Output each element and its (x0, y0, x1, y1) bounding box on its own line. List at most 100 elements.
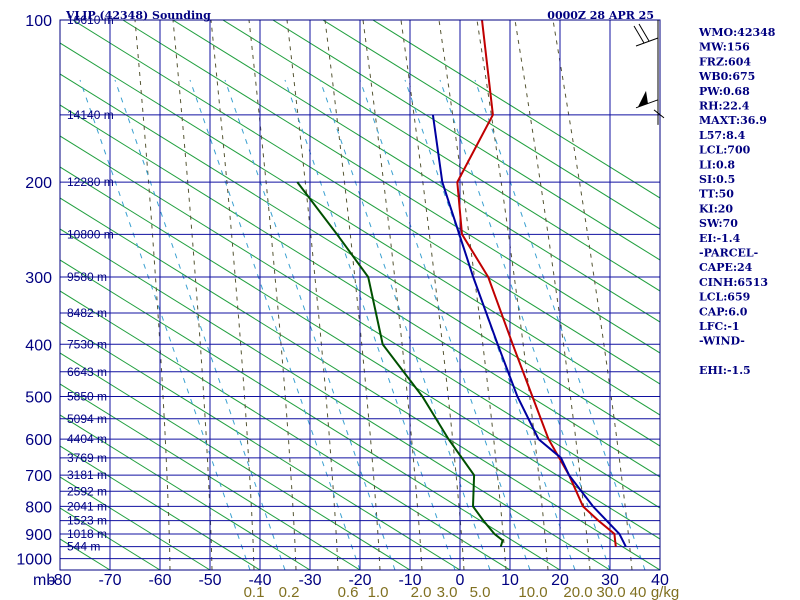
pressure-tick-label: 100 (25, 13, 52, 30)
index-line: KI:20 (699, 202, 733, 215)
moist-adiabat (248, 20, 297, 570)
index-line: EI:-1.4 (699, 232, 741, 245)
moist-adiabat (324, 20, 381, 570)
index-line: CINH:6513 (699, 276, 768, 289)
temperature-tick-label: 30 (601, 572, 619, 589)
temperature-tick-labels: -80 -70 -60 -50 -40 -30 -20 -10 0 10 20 30 40 (48, 572, 669, 589)
index-line: EHI:-1.5 (699, 364, 751, 377)
mixing-ratio-label: 2.0 (411, 584, 432, 600)
moist-adiabat (134, 20, 171, 570)
temperature-tick-label: -10 (398, 572, 421, 589)
moist-adiabat (476, 20, 549, 570)
mixing-ratio-label: 10.0 (518, 584, 547, 600)
mixing-ratio-label: 20.0 (563, 584, 592, 600)
moist-adiabat (552, 20, 633, 570)
pressure-tick-label: 1000 (16, 552, 52, 569)
isotherm-grid (60, 20, 660, 570)
moist-adiabat (210, 20, 255, 570)
height-label: 10800 m (67, 227, 114, 241)
pressure-tick-labels: 100 200 300 400 500 600 700 800 900 1000 (16, 13, 52, 569)
height-labels: 16610 m 14140 m 12280 m 10800 m 9580 m 8482 m… (67, 13, 114, 554)
height-label: 544 m (67, 540, 100, 554)
dewpoint-profile-line (296, 181, 504, 547)
pressure-tick-label: 200 (25, 175, 52, 192)
moist-adiabat (400, 20, 465, 570)
moist-adiabat (514, 20, 591, 570)
temperature-tick-label: -40 (248, 572, 271, 589)
temperature-tick-label: -20 (348, 572, 371, 589)
index-line: PW:0.68 (699, 85, 750, 98)
barb-tick (653, 109, 665, 119)
mixing-ratio-line (284, 79, 456, 570)
index-line: LCL:700 (699, 144, 751, 157)
moist-adiabat-lines (134, 20, 633, 570)
height-label: 3181 m (67, 468, 107, 482)
index-line: CAP:6.0 (699, 305, 748, 318)
temperature-tick-label: -60 (148, 572, 171, 589)
temperature-tick-label: -70 (98, 572, 121, 589)
moist-adiabat (362, 20, 423, 570)
mixing-ratio-line (474, 79, 646, 570)
parcel-profile-line (431, 114, 627, 548)
plot-frame (59, 19, 661, 571)
height-label: 16610 m (67, 13, 114, 27)
index-line: SW:70 (699, 217, 738, 230)
height-label: 14140 m (67, 108, 114, 122)
temperature-tick-label: 40 (651, 572, 669, 589)
wind-barb-column (633, 20, 665, 125)
index-line: L57:8.4 (699, 129, 746, 142)
height-label: 5094 m (67, 412, 107, 426)
barb-pennant (638, 90, 648, 107)
temperature-tick-label: -80 (48, 572, 71, 589)
height-label: 2041 m (67, 499, 107, 513)
pressure-tick-label: 400 (25, 337, 52, 354)
pressure-tick-label: 300 (25, 270, 52, 287)
pressure-tick-label: 700 (25, 468, 52, 485)
index-line: RH:22.4 (699, 100, 750, 113)
mixing-ratio-line (189, 79, 361, 570)
index-line: LFC:-1 (699, 320, 740, 333)
height-label: 9580 m (67, 270, 107, 284)
height-label: 8482 m (67, 306, 107, 320)
chart-title: VLIP (42348) Sounding (65, 9, 211, 22)
index-line: SI:0.5 (699, 173, 735, 186)
index-line: LCL:659 (699, 291, 750, 304)
pressure-tick-label: 500 (25, 390, 52, 407)
temperature-tick-label: 0 (456, 572, 465, 589)
index-line: LI:0.8 (699, 158, 735, 171)
mixing-ratio-label: g/kg (651, 584, 679, 600)
height-label: 1523 m (67, 514, 107, 528)
temperature-tick-label: 20 (551, 572, 569, 589)
sounding-profiles (296, 20, 627, 548)
height-label: 6643 m (67, 365, 107, 379)
mixing-ratio-label: 5.0 (470, 584, 491, 600)
height-label: 2592 m (67, 484, 107, 498)
temperature-tick-label: -30 (298, 572, 321, 589)
pressure-tick-label: 800 (25, 499, 52, 516)
mixing-ratio-label: 0.2 (279, 584, 300, 600)
index-line: CAPE:24 (699, 261, 753, 274)
height-label: 3769 m (67, 451, 107, 465)
pressure-tick-label: 600 (25, 432, 52, 449)
mixing-ratio-line (319, 79, 491, 570)
valid-time: 0000Z 28 APR 25 (547, 9, 654, 22)
mixing-ratio-label: 40 (630, 584, 647, 600)
index-line: -PARCEL- (699, 247, 758, 260)
index-line: MAXT:36.9 (699, 114, 767, 127)
mixing-ratio-label: 3.0 (437, 584, 458, 600)
index-line: TT:50 (699, 188, 734, 201)
mixing-ratio-label: 0.6 (338, 584, 359, 600)
index-line: -WIND- (699, 335, 745, 348)
temperature-profile-line (456, 20, 617, 547)
mixing-ratio-label: 30.0 (596, 584, 625, 600)
mixing-ratio-label: 1.0 (368, 584, 389, 600)
height-label: 12280 m (67, 175, 114, 189)
mixing-ratio-line (114, 79, 286, 570)
height-label: 5850 m (67, 390, 107, 404)
temperature-tick-label: -50 (198, 572, 221, 589)
height-label: 1018 m (67, 527, 107, 541)
index-line: WMO:42348 (698, 26, 776, 39)
mixing-ratio-line (224, 79, 396, 570)
